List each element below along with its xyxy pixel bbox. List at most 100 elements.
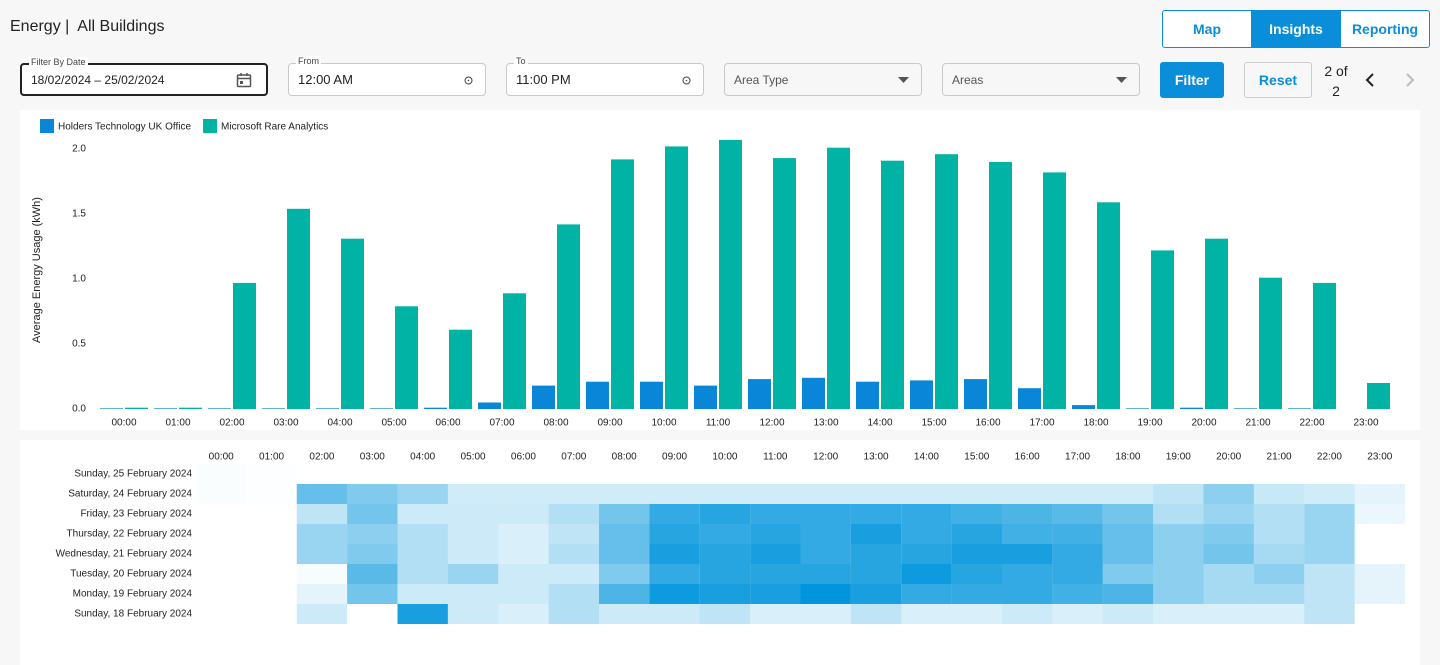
bar bbox=[694, 385, 717, 409]
heat-cell bbox=[347, 504, 398, 524]
tab-insights[interactable]: Insights bbox=[1251, 11, 1340, 47]
bar bbox=[316, 408, 339, 409]
heat-cell bbox=[1253, 504, 1305, 524]
y-axis-label: Average Energy Usage (kWh) bbox=[31, 197, 43, 343]
reset-button[interactable]: Reset bbox=[1244, 62, 1312, 98]
bar bbox=[1234, 408, 1257, 409]
heat-cell bbox=[296, 524, 348, 544]
heat-cell bbox=[1153, 604, 1204, 624]
column-label: 11:00 bbox=[763, 452, 788, 463]
bar bbox=[910, 380, 933, 409]
heat-cell bbox=[750, 584, 801, 604]
bar bbox=[1043, 172, 1066, 409]
heat-cell bbox=[599, 604, 650, 624]
heat-cell bbox=[901, 524, 952, 544]
x-tick-label: 00:00 bbox=[111, 418, 136, 429]
column-label: 05:00 bbox=[461, 452, 486, 463]
x-tick-label: 05:00 bbox=[381, 418, 406, 429]
column-label: 01:00 bbox=[259, 452, 284, 463]
heat-cell bbox=[901, 604, 952, 624]
column-label: 07:00 bbox=[561, 452, 586, 463]
heat-cell bbox=[1253, 604, 1305, 624]
bar bbox=[586, 381, 609, 409]
heat-cell bbox=[951, 524, 1002, 544]
heat-cell bbox=[750, 484, 801, 504]
heat-cell bbox=[1052, 584, 1103, 604]
column-label: 10:00 bbox=[712, 452, 737, 463]
heat-cell bbox=[850, 584, 902, 604]
heat-cell bbox=[548, 504, 599, 524]
x-tick-label: 01:00 bbox=[165, 418, 190, 429]
heat-cell bbox=[1052, 524, 1103, 544]
heat-cell bbox=[699, 544, 751, 564]
heat-cell bbox=[296, 604, 348, 624]
heat-cell bbox=[901, 584, 952, 604]
heat-cell bbox=[296, 504, 348, 524]
bar bbox=[233, 282, 256, 409]
heat-cell bbox=[1102, 504, 1154, 524]
bar bbox=[125, 407, 148, 409]
column-label: 06:00 bbox=[511, 452, 536, 463]
y-tick-label: 2.0 bbox=[72, 144, 86, 155]
from-value: 12:00 AM bbox=[298, 72, 353, 87]
bar bbox=[773, 158, 796, 409]
heat-cell bbox=[1203, 584, 1254, 604]
legend-swatch bbox=[40, 119, 54, 133]
heat-cell bbox=[296, 484, 348, 504]
x-tick-label: 18:00 bbox=[1083, 418, 1108, 429]
heat-cell bbox=[498, 484, 549, 504]
column-label: 16:00 bbox=[1015, 452, 1040, 463]
row-label: Wednesday, 21 February 2024 bbox=[56, 549, 193, 560]
heat-cell bbox=[699, 524, 751, 544]
heat-cell bbox=[196, 464, 246, 484]
heat-cell bbox=[850, 544, 902, 564]
column-label: 12:00 bbox=[813, 452, 838, 463]
heat-cell bbox=[447, 524, 499, 544]
heat-cell bbox=[1203, 564, 1254, 584]
row-label: Thursday, 22 February 2024 bbox=[67, 529, 193, 540]
to-value: 11:00 PM bbox=[516, 72, 571, 87]
bar bbox=[719, 139, 742, 409]
column-label: 03:00 bbox=[360, 452, 385, 463]
heat-cell bbox=[1002, 584, 1053, 604]
heat-cell bbox=[1304, 564, 1355, 584]
column-label: 08:00 bbox=[612, 452, 637, 463]
areas-placeholder: Areas bbox=[952, 72, 984, 87]
from-field[interactable]: From 12:00 AM bbox=[288, 56, 486, 96]
column-label: 22:00 bbox=[1317, 452, 1342, 463]
heat-cell bbox=[1153, 584, 1204, 604]
legend-label: Microsoft Rare Analytics bbox=[221, 122, 328, 133]
tab-map[interactable]: Map bbox=[1193, 21, 1221, 37]
heat-cell bbox=[901, 504, 952, 524]
heat-cell bbox=[1002, 504, 1053, 524]
heat-cell bbox=[347, 544, 398, 564]
x-tick-label: 09:00 bbox=[597, 418, 622, 429]
to-label: To bbox=[514, 56, 528, 66]
heat-cell bbox=[347, 564, 398, 584]
bar bbox=[1288, 408, 1311, 409]
heat-cell bbox=[750, 564, 801, 584]
heat-cell bbox=[498, 504, 549, 524]
heat-cell bbox=[1304, 504, 1355, 524]
area-type-select[interactable]: Area Type bbox=[724, 63, 922, 96]
to-field[interactable]: To 11:00 PM bbox=[506, 56, 704, 96]
next-page[interactable] bbox=[1402, 72, 1418, 88]
heat-cell bbox=[246, 484, 296, 504]
heat-cell bbox=[699, 564, 751, 584]
heat-cell bbox=[951, 604, 1002, 624]
areas-select[interactable]: Areas bbox=[942, 63, 1140, 96]
column-label: 19:00 bbox=[1166, 452, 1191, 463]
heat-cell bbox=[649, 544, 700, 564]
pagination: 2 of 2 bbox=[1324, 63, 1348, 99]
heat-cell bbox=[901, 564, 952, 584]
x-tick-label: 19:00 bbox=[1137, 418, 1162, 429]
date-field[interactable]: Filter By Date 18/02/2024 – 25/02/2024 bbox=[20, 57, 268, 96]
heat-cell bbox=[1354, 504, 1405, 524]
heat-cell bbox=[1203, 524, 1254, 544]
tab-reporting[interactable]: Reporting bbox=[1340, 11, 1429, 47]
heat-cell bbox=[750, 604, 801, 624]
bar bbox=[1126, 408, 1149, 409]
heat-cell bbox=[850, 524, 902, 544]
prev-page[interactable] bbox=[1362, 72, 1378, 88]
filter-button[interactable]: Filter bbox=[1160, 62, 1224, 98]
